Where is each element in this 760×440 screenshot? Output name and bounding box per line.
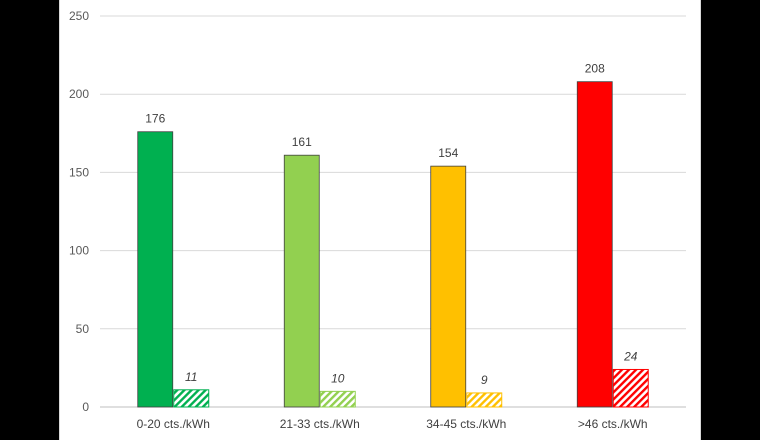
bar-hatched <box>466 392 503 408</box>
y-tick-label: 200 <box>69 87 89 101</box>
bar-main <box>283 154 320 408</box>
x-axis-categories: 0-20 cts./kWh 21-33 cts./kWh 34-45 cts./kW… <box>137 417 648 431</box>
bar-main <box>430 165 467 408</box>
data-label: 154 <box>438 146 458 160</box>
bar-main <box>137 131 174 408</box>
y-tick-label: 0 <box>82 400 89 414</box>
bar-main <box>576 81 613 408</box>
bar-hatched <box>173 389 210 408</box>
y-tick-label: 50 <box>76 322 90 336</box>
bars <box>137 81 649 408</box>
data-labels: 176 11 161 10 154 9 208 24 <box>145 62 638 387</box>
x-category-label: 0-20 cts./kWh <box>137 417 210 431</box>
y-tick-label: 250 <box>69 9 89 23</box>
x-category-label: 21-33 cts./kWh <box>280 417 360 431</box>
x-category-label: >46 cts./kWh <box>578 417 648 431</box>
data-label: 176 <box>145 112 165 126</box>
y-tick-label: 100 <box>69 244 89 258</box>
bar-hatched <box>612 368 649 408</box>
data-label-italic: 24 <box>623 349 638 363</box>
data-label: 161 <box>292 135 312 149</box>
data-label-italic: 10 <box>331 371 345 385</box>
bar-hatched <box>319 390 356 408</box>
data-label-italic: 11 <box>185 370 197 384</box>
data-label-italic: 9 <box>481 373 488 387</box>
y-axis-ticks: 0 50 100 150 200 250 <box>69 9 89 414</box>
y-tick-label: 150 <box>69 165 89 179</box>
data-label: 208 <box>585 62 605 76</box>
x-category-label: 34-45 cts./kWh <box>426 417 506 431</box>
